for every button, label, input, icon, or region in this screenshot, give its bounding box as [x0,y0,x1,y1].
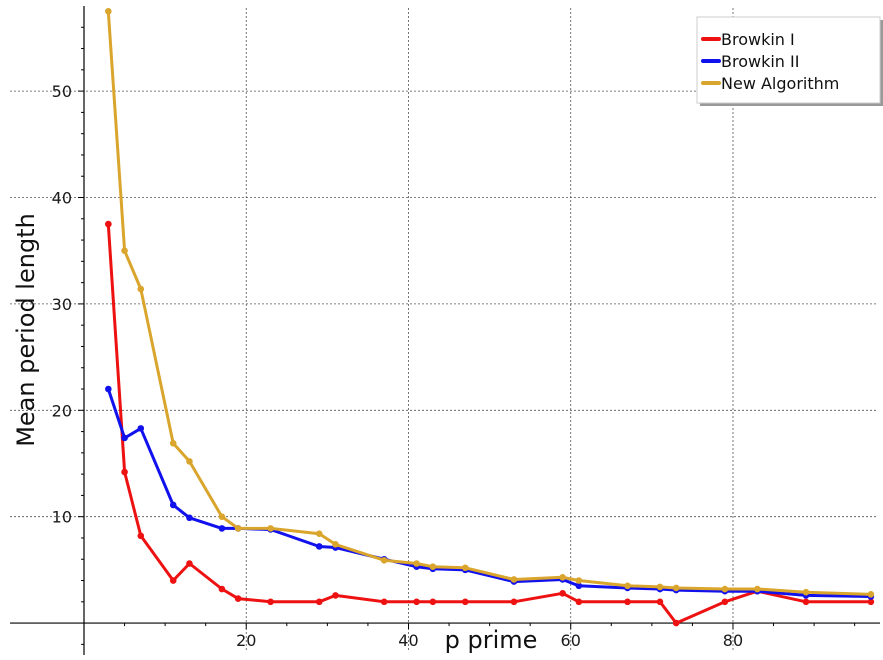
data-point-new-algorithm [802,588,810,596]
data-point-browkin-ii [186,514,193,522]
data-point-new-algorithm [186,458,193,465]
x-tick-label: 40 [398,631,418,650]
axes [10,6,880,655]
data-point-browkin-i [380,598,388,606]
data-point-browkin-i [105,220,112,228]
data-point-new-algorithm [121,247,128,255]
data-point-browkin-ii [315,543,323,550]
ticks: 20 40 60 80 10 20 30 40 50 [52,26,856,650]
y-tick-label: 30 [52,295,72,314]
data-point-browkin-i [559,589,566,597]
data-point-new-algorithm [867,591,875,598]
data-point-new-algorithm [429,563,437,570]
data-point-new-algorithm [656,583,664,591]
data-point-new-algorithm [624,582,631,590]
x-axis-label: p prime [445,626,538,654]
data-point-browkin-ii [121,434,128,442]
data-point-new-algorithm [315,530,323,538]
y-tick-label: 10 [52,508,72,527]
data-point-browkin-ii [218,525,226,532]
data-point-new-algorithm [575,577,583,584]
y-tick-label: 40 [52,189,72,208]
data-point-browkin-i [332,592,339,599]
data-point-browkin-ii [169,501,177,509]
x-tick-label: 80 [723,631,743,650]
data-point-new-algorithm [105,8,112,15]
data-point-browkin-i [267,598,274,606]
data-point-new-algorithm [413,560,420,567]
data-point-new-algorithm [380,557,388,564]
data-point-browkin-i [186,560,193,567]
data-point-browkin-i [672,619,680,627]
data-point-browkin-i [575,598,583,606]
data-point-browkin-i [121,468,128,476]
data-point-browkin-i [137,532,145,540]
data-point-browkin-i [656,598,664,606]
y-axis-label: Mean period length [12,213,40,447]
data-point-browkin-i [721,598,729,606]
legend-label-browkin-i: Browkin I [721,30,795,49]
legend-label-browkin-ii: Browkin II [721,52,799,71]
series-browkin-i [105,220,875,627]
series-browkin-ii [105,385,875,600]
data-point-new-algorithm [510,576,518,583]
data-point-new-algorithm [137,285,145,293]
series-new-algorithm [105,8,875,598]
series-line-new-algorithm [106,9,873,596]
series [105,8,875,627]
data-point-browkin-i [234,595,242,602]
series-line-browkin-i [106,222,873,625]
x-tick-label: 20 [236,631,256,650]
data-point-browkin-i [429,598,437,606]
data-point-new-algorithm [672,584,680,592]
legend-box [696,16,881,104]
data-point-new-algorithm [754,585,761,593]
gridlines [10,8,878,652]
data-point-new-algorithm [267,525,274,532]
data-point-browkin-i [315,598,323,606]
data-point-new-algorithm [234,525,242,532]
data-point-new-algorithm [559,574,566,581]
data-point-new-algorithm [461,564,469,572]
y-tick-label: 50 [52,82,72,101]
data-point-browkin-i [867,598,875,606]
data-point-new-algorithm [169,439,177,447]
data-point-new-algorithm [721,585,729,593]
data-point-browkin-i [510,598,518,606]
data-point-browkin-i [461,598,469,606]
data-point-browkin-ii [575,582,583,590]
y-tick-label: 20 [52,401,72,420]
data-point-browkin-ii [137,425,145,432]
legend: Browkin I Browkin II New Algorithm [696,16,883,106]
data-point-browkin-i [218,585,226,593]
series-line-browkin-ii [106,387,873,598]
data-point-browkin-i [413,598,420,606]
data-point-browkin-i [169,577,177,584]
data-point-new-algorithm [332,541,339,548]
x-tick-label: 60 [561,631,581,650]
data-point-browkin-ii [105,385,112,393]
legend-label-new-algorithm: New Algorithm [721,74,839,93]
data-point-new-algorithm [218,513,226,520]
data-point-browkin-i [802,598,810,606]
data-point-browkin-i [624,598,631,606]
